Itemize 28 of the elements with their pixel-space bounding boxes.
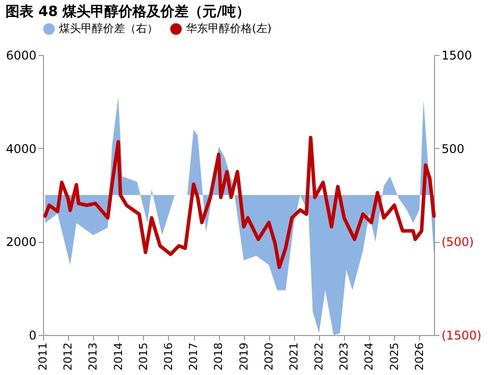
x-tick-label: 2015 xyxy=(136,342,150,370)
x-tick-label: 2012 xyxy=(62,342,75,370)
x-tick-label: 2013 xyxy=(86,342,100,370)
legend-label: 煤头甲醇价差（右） xyxy=(59,22,158,35)
x-tick-label: 2011 xyxy=(36,342,50,370)
x-tick-label: 2026 xyxy=(412,342,426,370)
x-tick-label: 2024 xyxy=(362,342,376,370)
x-tick-label: 2020 xyxy=(262,342,276,370)
x-tick-label: 2014 xyxy=(112,342,125,370)
x-tick-label: 2019 xyxy=(237,342,250,370)
y-tick-label: 2000 xyxy=(6,235,36,250)
x-tick-label: 2025 xyxy=(388,342,401,370)
x-tick-label: 2018 xyxy=(212,342,226,370)
legend-label: 华东甲醇价格(左) xyxy=(186,22,272,35)
y2-tick-label: 1500 xyxy=(442,48,472,62)
x-tick-label: 2021 xyxy=(287,342,300,370)
x-tick-label: 2017 xyxy=(187,342,200,370)
x-tick-label: 2022 xyxy=(312,342,326,370)
x-tick-label: 2023 xyxy=(338,342,351,370)
line-series xyxy=(43,136,436,270)
chart-title: 图表 48 煤头甲醇价格及价差（元/吨） xyxy=(5,3,250,20)
x-tick-label: 2016 xyxy=(162,342,175,370)
y-tick-label: 6000 xyxy=(6,48,36,62)
y2-tick-label: (1500) xyxy=(442,328,482,342)
y2-tick-label: (500) xyxy=(442,235,474,250)
y-tick-label: 4000 xyxy=(6,142,36,156)
y-tick-label: 0 xyxy=(28,328,36,342)
y2-tick-label: 500 xyxy=(442,142,464,156)
